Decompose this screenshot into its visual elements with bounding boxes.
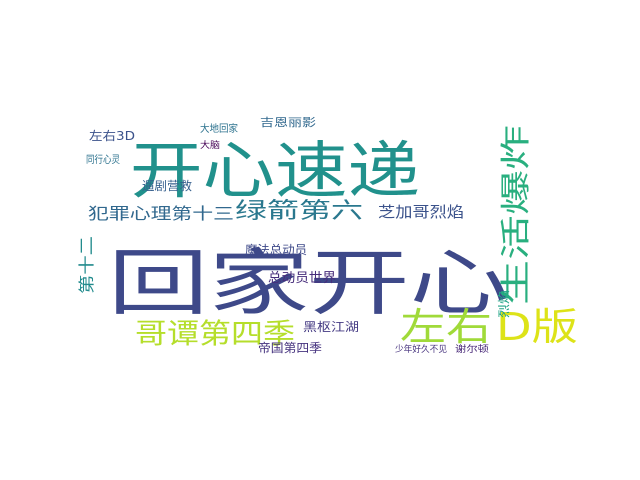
cloud-word: 少年好久不见 [395,343,447,355]
cloud-word: 回家开心 [108,241,510,325]
cloud-word: 谢尔顿 [455,343,489,355]
cloud-word: 左右3D [89,128,135,143]
cloud-word: 帝国第四季 [258,340,322,355]
cloud-word: 魔法总动员 [245,242,307,257]
cloud-word: 同行心灵 [86,153,120,166]
cloud-word: 遛剧营救 [142,178,192,193]
cloud-word: 生活爆炸 [499,125,534,305]
cloud-word: 烈焰 [496,290,511,318]
cloud-word: 吉恩丽影 [260,116,316,129]
cloud-word: 芝加哥烈焰 [378,203,464,221]
cloud-word: 黑枢江湖 [303,319,359,334]
cloud-word: 总动员世界 [268,271,336,286]
cloud-word: 犯罪心理第十三 [88,204,234,223]
cloud-word: 第十二 [77,236,96,294]
cloud-word: 绿箭第六 [235,199,363,224]
cloud-word: 左右 [400,305,492,349]
cloud-word: 哥谭第四季 [135,317,295,350]
cloud-word: D版 [496,305,578,349]
cloud-word: 开心速递 [130,134,420,207]
cloud-word: 大地回家 [200,122,238,135]
cloud-word: 大脑 [200,139,220,151]
